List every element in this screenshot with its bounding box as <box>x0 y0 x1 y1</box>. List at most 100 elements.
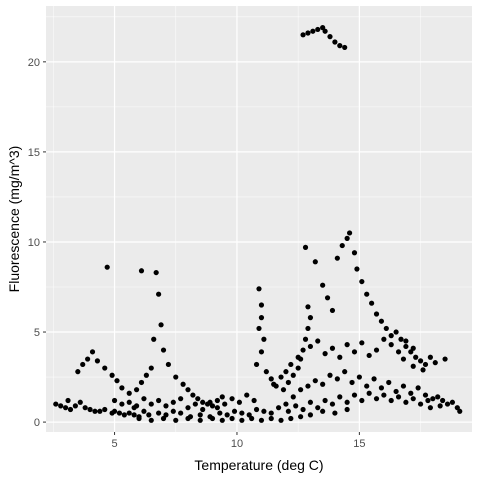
data-point <box>275 405 282 411</box>
data-point <box>268 410 274 416</box>
data-point <box>307 343 314 350</box>
data-point <box>354 266 360 272</box>
data-point <box>305 383 311 389</box>
data-point <box>119 401 125 407</box>
x-axis: 5 10 15 <box>111 432 366 450</box>
data-point <box>302 244 309 250</box>
data-point <box>420 367 426 373</box>
data-point <box>244 392 250 398</box>
data-point <box>261 336 267 342</box>
data-point <box>136 415 142 422</box>
data-point <box>393 388 399 395</box>
data-point <box>126 390 132 396</box>
data-point <box>332 410 338 416</box>
data-point <box>307 315 314 321</box>
data-point <box>94 358 101 364</box>
data-point <box>72 403 78 409</box>
data-point <box>197 412 203 418</box>
data-point <box>251 397 257 404</box>
data-point <box>58 403 64 409</box>
data-point <box>329 345 336 351</box>
data-point <box>165 361 172 368</box>
data-point <box>285 379 291 386</box>
y-axis-title: Fluorescence (mg/m^3) <box>6 146 22 293</box>
data-point <box>417 358 424 364</box>
data-point <box>195 396 201 402</box>
data-point <box>288 415 294 422</box>
data-point <box>427 354 433 360</box>
data-point <box>285 408 291 414</box>
data-point <box>160 347 167 353</box>
data-point <box>425 397 431 404</box>
data-point <box>290 372 296 378</box>
data-point <box>219 417 225 423</box>
data-point <box>449 399 456 405</box>
data-point <box>305 30 311 36</box>
data-point <box>256 286 262 292</box>
data-point <box>398 336 404 342</box>
data-point <box>258 315 265 321</box>
data-point <box>342 44 348 51</box>
data-point <box>337 43 343 49</box>
data-point <box>207 399 213 405</box>
data-point <box>395 394 402 400</box>
data-point <box>141 396 147 402</box>
data-point <box>422 361 429 368</box>
data-point <box>430 396 436 402</box>
data-point <box>298 387 304 393</box>
data-point <box>153 269 159 276</box>
data-point <box>337 354 343 360</box>
data-point <box>77 399 83 405</box>
data-point <box>263 369 269 375</box>
data-point <box>200 406 206 413</box>
data-point <box>400 383 407 389</box>
data-point <box>344 342 350 348</box>
data-point <box>151 336 157 342</box>
data-point <box>85 356 91 362</box>
data-point <box>310 28 316 34</box>
data-point <box>158 322 164 328</box>
data-point <box>126 410 132 416</box>
data-point <box>271 381 277 387</box>
data-point <box>87 406 93 413</box>
data-point <box>109 372 115 378</box>
data-point <box>322 28 328 34</box>
data-point <box>440 397 446 404</box>
data-point <box>138 379 145 386</box>
data-point <box>224 412 230 418</box>
data-point <box>324 295 331 301</box>
data-point <box>346 230 353 236</box>
data-point <box>315 26 321 33</box>
data-point <box>395 349 402 355</box>
data-point <box>111 397 118 404</box>
data-point <box>312 259 318 265</box>
data-point <box>302 336 309 342</box>
data-point <box>249 415 255 422</box>
data-point <box>119 385 125 391</box>
data-point <box>114 378 120 384</box>
data-point <box>327 372 333 378</box>
data-point <box>131 412 137 418</box>
data-point <box>442 356 448 362</box>
data-point <box>388 342 394 348</box>
data-point <box>102 406 108 413</box>
data-point <box>89 349 96 355</box>
data-point <box>253 406 260 413</box>
data-point <box>92 408 98 414</box>
data-point <box>62 405 69 411</box>
data-point <box>253 361 260 368</box>
data-point <box>116 410 123 416</box>
data-point <box>383 325 389 332</box>
data-point <box>126 399 132 405</box>
data-point <box>170 399 176 405</box>
grid-major <box>46 6 472 432</box>
data-point <box>329 401 336 407</box>
data-point <box>156 291 162 297</box>
data-point <box>97 408 103 414</box>
data-point <box>329 307 336 314</box>
data-point <box>393 329 399 335</box>
data-point <box>280 387 287 393</box>
data-point <box>278 374 284 380</box>
data-point <box>320 381 326 387</box>
